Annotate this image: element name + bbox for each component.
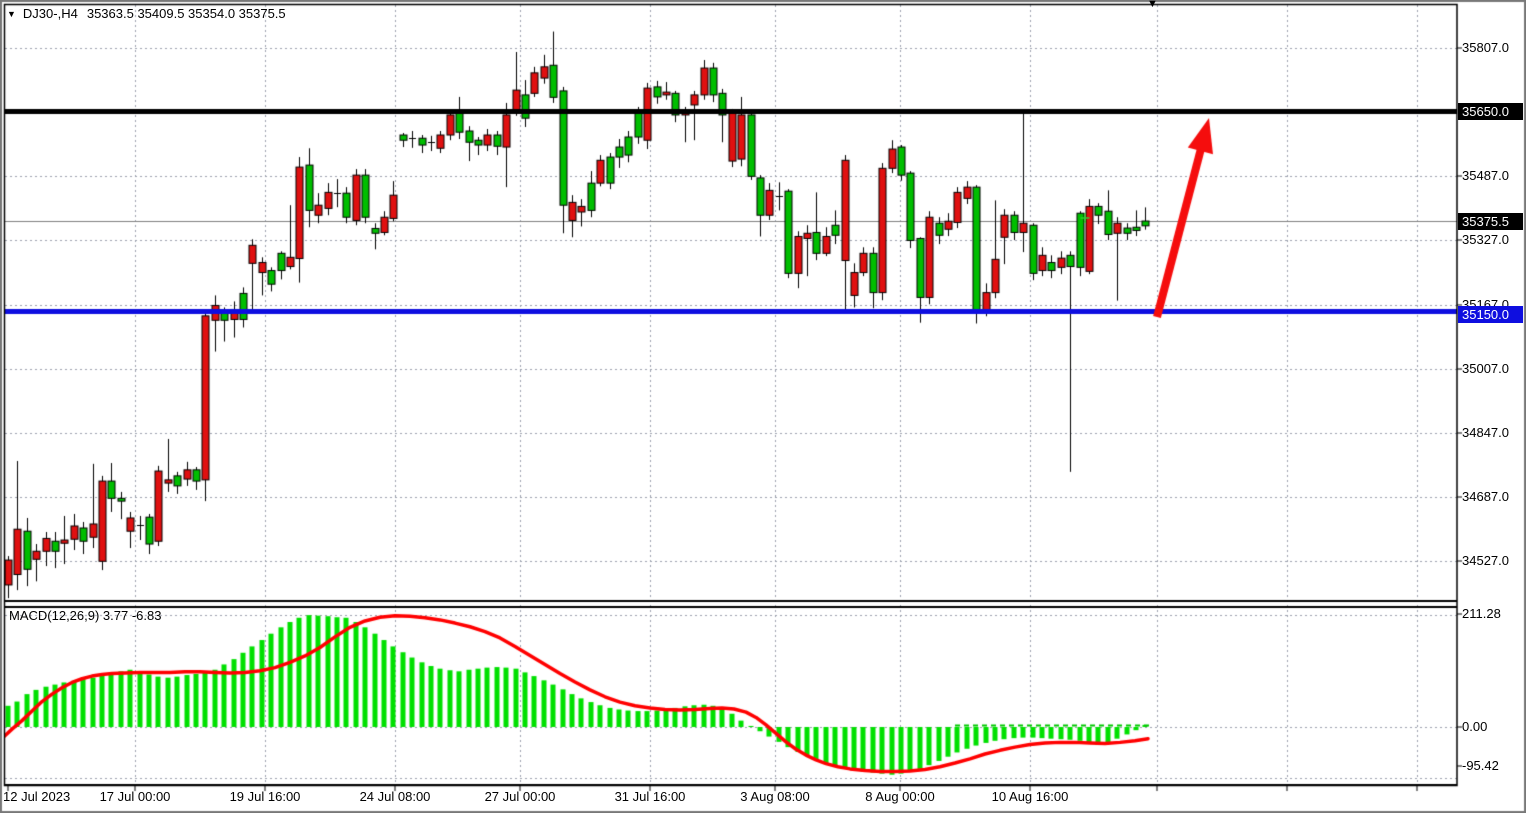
chart-shift-marker-icon[interactable]: ▼ [1147,0,1158,10]
time-axis-label: 31 Jul 16:00 [614,789,686,804]
price-badge-resistance: 35650.0 [1458,103,1523,120]
time-axis-label: 24 Jul 08:00 [359,789,431,804]
macd-axis-label: 0.00 [1462,719,1488,734]
time-axis-label: 27 Jul 00:00 [484,789,556,804]
price-badge-support: 35150.0 [1458,306,1523,323]
time-axis-label: 10 Aug 16:00 [991,789,1069,804]
price-axis-label: 35487.0 [1462,168,1509,184]
price-axis-label: 34687.0 [1462,489,1509,505]
price-badge-current: 35375.5 [1458,213,1523,230]
time-axis-label: 12 Jul 2023 [3,789,71,804]
ohlc-values: 35363.5 35409.5 35354.0 35375.5 [86,6,286,21]
macd-axis-label: 211.28 [1462,606,1501,621]
time-axis-label: 17 Jul 00:00 [99,789,171,804]
price-axis-label: 35807.0 [1462,40,1509,55]
time-axis-label: 19 Jul 16:00 [229,789,301,804]
macd-axis-label: -95.42 [1462,758,1499,773]
time-axis-label: 3 Aug 08:00 [740,789,810,804]
price-axis-label: 34527.0 [1462,553,1509,569]
price-axis-label: 34847.0 [1462,424,1509,440]
price-axis-label: 35007.0 [1462,360,1509,376]
macd-indicator-label: MACD(12,26,9) 3.77 -6.83 [9,608,162,623]
time-axis-label: 8 Aug 00:00 [865,789,935,804]
symbol-period-label: DJ30-,H4 [22,6,78,21]
symbol-dropdown-icon: ▼ [7,9,16,19]
chart-title: ▼ DJ30-,H4 35363.5 35409.5 35354.0 35375.5 [7,6,286,21]
price-axis-label: 35327.0 [1462,232,1509,248]
